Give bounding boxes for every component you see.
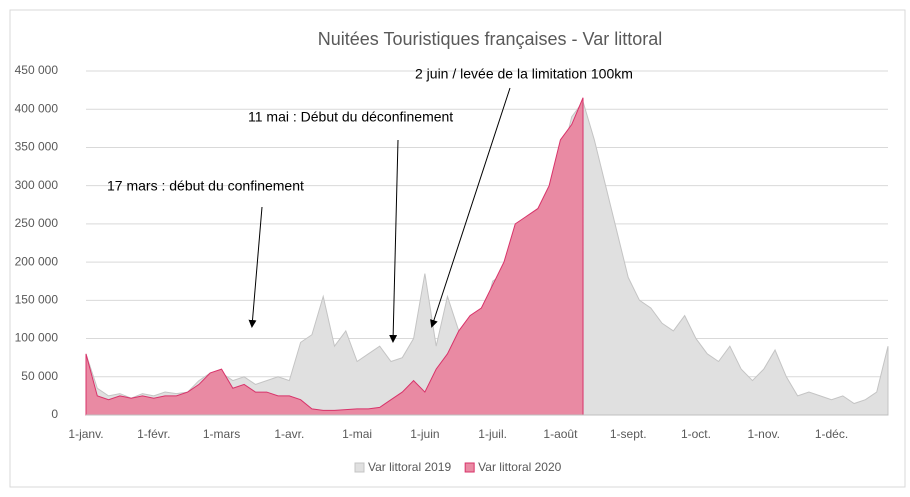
annotation-arrow [248, 206, 263, 328]
legend-label: Var littoral 2019 [368, 460, 451, 474]
y-tick-label: 250 000 [15, 216, 59, 230]
chart-title: Nuitées Touristiques françaises - Var li… [318, 29, 662, 49]
y-tick-label: 350 000 [15, 140, 59, 154]
y-tick-label: 400 000 [15, 101, 59, 115]
annotation: 2 juin / levée de la limitation 100km [415, 66, 633, 82]
x-tick-label: 1-mai [342, 427, 372, 441]
x-tick-label: 1-déc. [815, 427, 848, 441]
y-tick-label: 100 000 [15, 331, 59, 345]
area [85, 97, 584, 416]
legend-label: Var littoral 2020 [478, 460, 561, 474]
y-tick-label: 50 000 [21, 369, 58, 383]
x-tick-label: 1-juil. [478, 427, 507, 441]
annotation: 11 mai : Début du déconfinement [248, 109, 453, 125]
y-tick-label: 150 000 [15, 293, 59, 307]
legend-swatch [354, 462, 365, 473]
x-tick-label: 1-avr. [274, 427, 304, 441]
x-tick-label: 1-oct. [681, 427, 711, 441]
y-tick-label: 450 000 [15, 63, 59, 77]
chart-border [9, 9, 906, 488]
annotation-arrow [389, 139, 399, 343]
y-tick-label: 0 [51, 407, 58, 421]
x-tick-label: 1-janv. [68, 427, 103, 441]
annotation-arrow [430, 87, 511, 328]
x-tick-label: 1-août [543, 427, 578, 441]
legend-swatch [464, 462, 475, 473]
x-tick-label: 1-mars [203, 427, 240, 441]
y-tick-label: 300 000 [15, 178, 59, 192]
x-tick-label: 1-nov. [748, 427, 780, 441]
x-tick-label: 1-sept. [610, 427, 647, 441]
x-tick-label: 1-févr. [137, 427, 170, 441]
y-tick-label: 200 000 [15, 254, 59, 268]
x-tick-label: 1-juin [410, 427, 439, 441]
annotation: 17 mars : début du confinement [107, 178, 304, 194]
